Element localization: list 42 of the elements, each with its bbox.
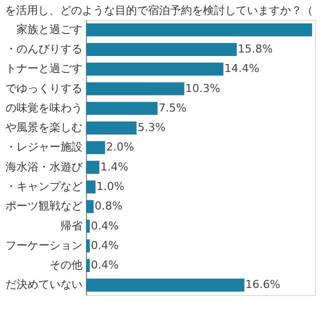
data-label: 0.4% [90, 219, 119, 232]
data-label: 0.8% [94, 200, 123, 213]
y-tick-label: ・キャンプなど [6, 180, 82, 193]
bar [86, 122, 137, 135]
data-label: 10.3% [185, 82, 220, 95]
data-label: 2.0% [106, 140, 134, 154]
y-tick-label: 帰省 [60, 219, 82, 232]
data-label: 0.4% [90, 238, 119, 252]
bar [86, 200, 94, 214]
y-tick-label: ポーツ観戦など [6, 200, 82, 213]
bar [86, 239, 90, 252]
y-tick-label: トナーと過ごす [6, 62, 82, 76]
bar [86, 82, 184, 96]
bar [86, 160, 100, 174]
y-tick-label: フーケーション [6, 238, 82, 252]
bar [86, 278, 244, 292]
data-label: 1.0% [96, 180, 124, 193]
y-tick-label: でゆっくりする [6, 82, 82, 95]
bar [86, 259, 90, 272]
data-label: 15.8% [238, 42, 273, 56]
bar [86, 42, 237, 56]
data-label: 0.4% [90, 258, 119, 272]
data-label: 14.4% [224, 62, 260, 76]
y-tick-label: 家族と過ごす [16, 22, 82, 36]
y-tick-label: だ決めていない [6, 278, 82, 292]
y-tick-label: の味覚を味わう [6, 101, 82, 114]
data-label: 7.5% [158, 101, 187, 114]
bar [86, 220, 90, 233]
bar [86, 141, 106, 154]
data-label: 16.6% [245, 278, 280, 292]
data-label: 5.3% [138, 121, 166, 134]
chart-title: を活用し、どのような目的で宿泊予約を検討していますか？（ [5, 4, 313, 17]
data-label: 1.4% [100, 160, 128, 174]
bar [86, 180, 96, 194]
bar [86, 102, 158, 115]
y-tick-label: や風景を楽しむ [6, 121, 82, 134]
y-tick-label: 海水浴・水遊び [6, 160, 84, 174]
bar [86, 62, 224, 76]
y-tick-label: ・のんびりする [6, 42, 82, 56]
bar [86, 23, 312, 36]
y-tick-label: その他 [50, 258, 82, 272]
y-tick-label: ・レジャー施設 [6, 140, 82, 154]
